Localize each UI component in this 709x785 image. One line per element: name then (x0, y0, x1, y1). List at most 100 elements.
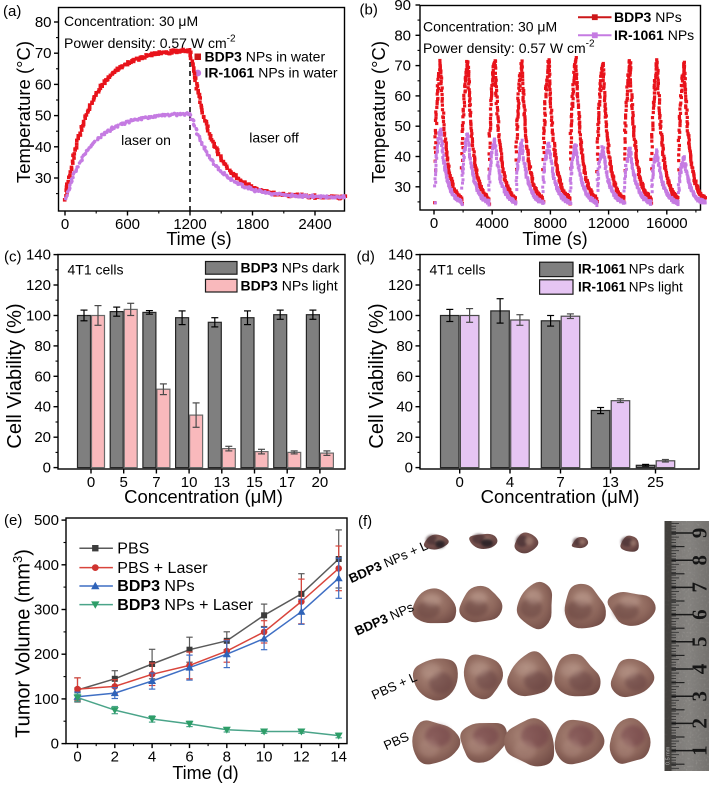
svg-text:Concentration: 30 μM: Concentration: 30 μM (423, 19, 557, 35)
svg-text:Concentration (μM): Concentration (μM) (124, 486, 283, 507)
svg-text:0: 0 (73, 749, 81, 766)
svg-text:140: 140 (388, 247, 413, 264)
svg-text:Concentration: 30 μM: Concentration: 30 μM (64, 13, 198, 29)
svg-text:8000: 8000 (534, 215, 567, 232)
svg-text:Power density: 0.57 W cm-2: Power density: 0.57 W cm-2 (423, 39, 595, 57)
svg-text:laser off: laser off (249, 130, 299, 146)
svg-text:PBS: PBS (381, 729, 411, 753)
svg-text:IR-1061 NPs in water: IR-1061 NPs in water (205, 65, 338, 81)
svg-text:Power density: 0.57 W cm-2: Power density: 0.57 W cm-2 (64, 34, 236, 52)
svg-text:BDP3 NPs light: BDP3 NPs light (241, 278, 338, 294)
svg-text:20: 20 (396, 429, 413, 446)
svg-text:80: 80 (396, 338, 413, 355)
svg-text:0: 0 (430, 215, 438, 232)
svg-text:Time (s): Time (s) (166, 229, 231, 249)
svg-text:7: 7 (152, 474, 160, 491)
svg-text:40: 40 (394, 149, 411, 166)
svg-text:60: 60 (35, 76, 52, 93)
svg-text:0: 0 (456, 474, 464, 491)
svg-text:80: 80 (35, 14, 52, 31)
svg-text:12000: 12000 (588, 215, 630, 232)
svg-text:100: 100 (388, 308, 413, 325)
svg-text:BDP3 NPs: BDP3 NPs (117, 578, 194, 595)
svg-text:BDP3 NPs dark: BDP3 NPs dark (241, 260, 341, 276)
svg-text:0: 0 (87, 474, 95, 491)
svg-text:0: 0 (51, 736, 59, 753)
svg-text:4T1 cells: 4T1 cells (68, 262, 124, 278)
svg-text:80: 80 (34, 338, 51, 355)
svg-text:Temperature (°C): Temperature (°C) (13, 41, 34, 183)
svg-text:16000: 16000 (646, 215, 688, 232)
svg-text:BDP3 NPs in water: BDP3 NPs in water (205, 49, 326, 65)
svg-text:BDP3 NPs: BDP3 NPs (352, 599, 416, 638)
svg-text:12: 12 (293, 749, 310, 766)
svg-text:30: 30 (394, 179, 411, 196)
svg-text:30: 30 (35, 170, 52, 187)
svg-text:5: 5 (120, 474, 128, 491)
svg-text:60: 60 (34, 368, 51, 385)
svg-text:(b): (b) (360, 2, 378, 19)
svg-text:0: 0 (61, 216, 69, 233)
svg-text:IR-1061 NPs: IR-1061 NPs (614, 27, 694, 43)
svg-text:600: 600 (115, 216, 140, 233)
svg-text:4: 4 (148, 749, 156, 766)
svg-text:10: 10 (181, 474, 198, 491)
svg-text:2400: 2400 (298, 216, 331, 233)
svg-text:100: 100 (34, 691, 59, 708)
svg-text:Concentration (μM): Concentration (μM) (481, 486, 640, 507)
svg-text:7: 7 (556, 474, 564, 491)
svg-text:IR-1061 NPs dark: IR-1061 NPs dark (578, 262, 685, 277)
svg-text:60: 60 (396, 368, 413, 385)
svg-text:Time (d): Time (d) (172, 763, 238, 783)
svg-text:13: 13 (602, 474, 619, 491)
svg-text:40: 40 (35, 139, 52, 156)
svg-text:400: 400 (34, 557, 59, 574)
svg-text:120: 120 (388, 277, 413, 294)
svg-text:80: 80 (394, 27, 411, 44)
svg-text:10: 10 (256, 749, 273, 766)
svg-text:20: 20 (312, 474, 329, 491)
svg-text:PBS: PBS (117, 540, 149, 557)
svg-text:1800: 1800 (236, 216, 269, 233)
svg-text:70: 70 (35, 45, 52, 62)
svg-text:4: 4 (506, 474, 514, 491)
svg-text:PBS + L: PBS + L (369, 669, 419, 702)
svg-text:140: 140 (26, 247, 51, 264)
svg-text:17: 17 (279, 474, 296, 491)
svg-text:20: 20 (34, 429, 51, 446)
svg-text:0: 0 (405, 460, 413, 477)
svg-text:120: 120 (26, 277, 51, 294)
svg-text:Time (s): Time (s) (522, 229, 587, 249)
svg-text:50: 50 (394, 118, 411, 135)
svg-text:100: 100 (26, 308, 51, 325)
svg-text:4T1 cells: 4T1 cells (430, 262, 486, 278)
svg-text:0: 0 (43, 460, 51, 477)
svg-text:200: 200 (34, 646, 59, 663)
svg-text:(f): (f) (358, 513, 372, 530)
svg-text:1200: 1200 (173, 216, 206, 233)
svg-text:Cell Viability (%): Cell Viability (%) (366, 303, 388, 448)
svg-text:BDP3 NPs + Laser: BDP3 NPs + Laser (117, 597, 253, 614)
svg-text:50: 50 (35, 108, 52, 125)
svg-text:300: 300 (34, 602, 59, 619)
svg-text:25: 25 (647, 474, 664, 491)
svg-text:Tumor Volume (mm3): Tumor Volume (mm3) (10, 549, 35, 738)
svg-text:2: 2 (111, 749, 119, 766)
svg-text:500: 500 (34, 512, 59, 529)
svg-text:90: 90 (394, 0, 411, 14)
svg-text:60: 60 (394, 88, 411, 105)
svg-text:4000: 4000 (476, 215, 509, 232)
svg-text:IR-1061 NPs light: IR-1061 NPs light (578, 280, 683, 295)
svg-text:8: 8 (223, 749, 231, 766)
svg-text:70: 70 (394, 58, 411, 75)
svg-text:13: 13 (213, 474, 230, 491)
svg-text:40: 40 (34, 399, 51, 416)
svg-text:BDP3 NPs: BDP3 NPs (614, 9, 682, 25)
svg-text:(e): (e) (4, 512, 22, 529)
svg-text:15: 15 (246, 474, 263, 491)
svg-text:BDP3 NPs + L: BDP3 NPs + L (346, 538, 430, 586)
svg-text:Cell Viability (%): Cell Viability (%) (4, 303, 26, 448)
svg-text:Temperature (°C): Temperature (°C) (368, 41, 389, 183)
svg-text:40: 40 (396, 399, 413, 416)
svg-text:laser on: laser on (121, 132, 171, 148)
